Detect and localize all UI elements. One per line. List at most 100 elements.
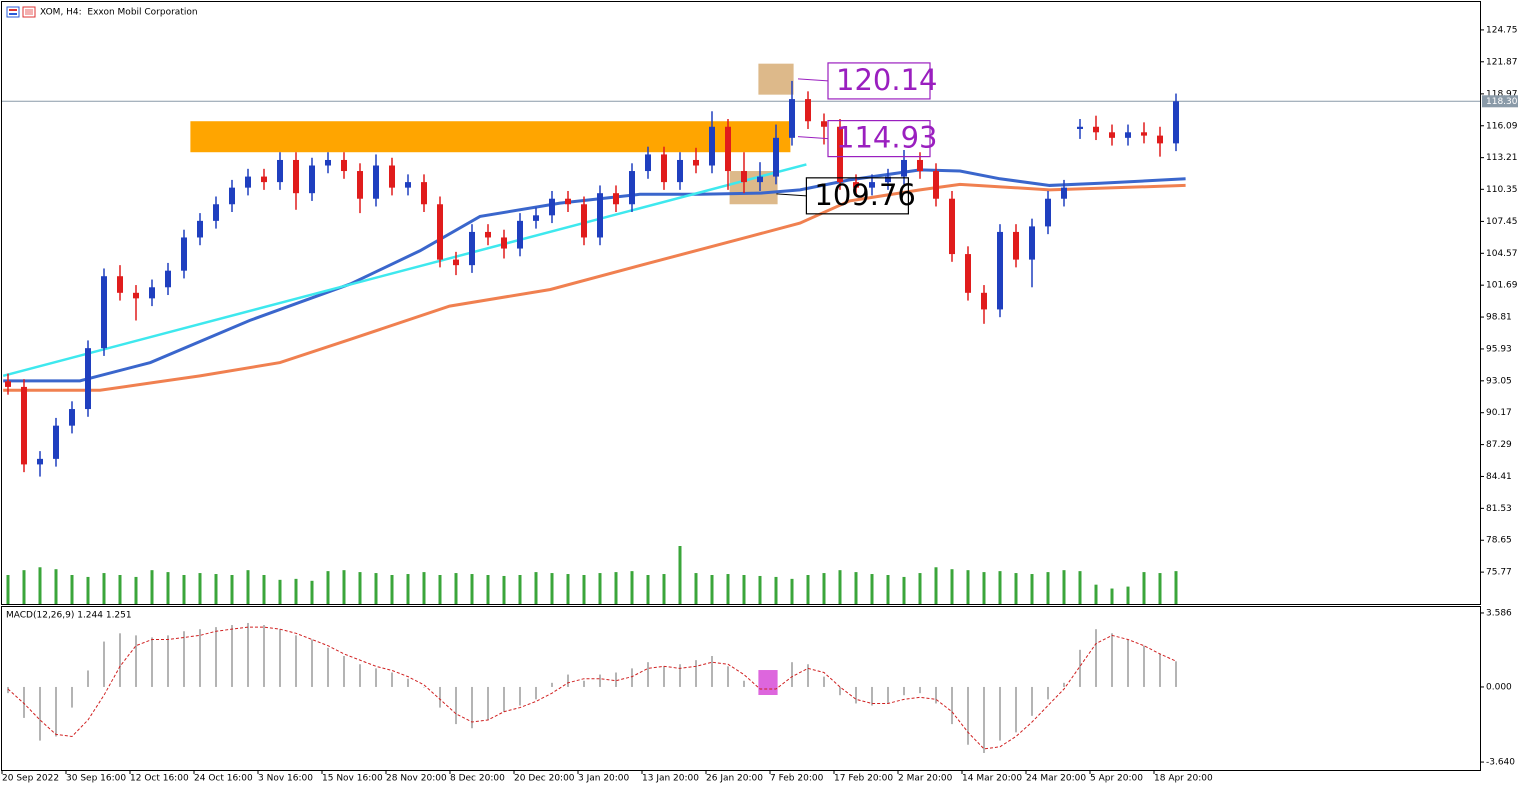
- volume-bar: [6, 575, 10, 604]
- macd-bar: [439, 686, 441, 708]
- macd-bar: [823, 676, 825, 687]
- y-tick-label: 118.97: [1486, 89, 1518, 99]
- candle-body: [421, 182, 427, 205]
- candle-body: [1141, 132, 1147, 136]
- macd-bar: [551, 682, 553, 687]
- volume-bar: [486, 575, 490, 604]
- y-tick-label: 107.45: [1486, 217, 1518, 227]
- volume-bar: [582, 575, 586, 604]
- macd-bar: [7, 686, 9, 694]
- macd-bar: [1143, 645, 1145, 687]
- y-tick-label: 0.000: [1486, 682, 1512, 692]
- candle-body: [309, 165, 315, 194]
- volume-bar: [982, 572, 986, 604]
- macd-bar: [215, 627, 217, 687]
- macd-bar: [199, 629, 201, 687]
- volume-bar: [886, 575, 890, 604]
- price-label-box: [827, 62, 931, 100]
- macd-bar: [471, 686, 473, 729]
- x-tick-label: 26 Jan 20:00: [706, 774, 763, 784]
- candle-body: [741, 171, 747, 183]
- macd-bar: [807, 664, 809, 687]
- macd-bar: [455, 686, 457, 725]
- candle-body: [181, 237, 187, 271]
- x-tick-label: 28 Nov 20:00: [386, 774, 447, 784]
- macd-bar: [1063, 682, 1065, 687]
- volume-bar: [134, 576, 138, 604]
- macd-bar: [791, 662, 793, 687]
- volume-bar: [1030, 574, 1034, 604]
- volume-bar: [86, 576, 90, 604]
- volume-bar: [918, 573, 922, 604]
- volume-bar: [1062, 570, 1066, 604]
- candle-body: [1173, 101, 1179, 144]
- candle-body: [389, 165, 395, 188]
- macd-bar: [279, 629, 281, 687]
- macd-bar: [23, 686, 25, 718]
- macd-bar: [567, 674, 569, 687]
- volume-bar: [182, 575, 186, 604]
- candle-body: [597, 193, 603, 238]
- candle-body: [101, 276, 107, 349]
- macd-bar: [631, 668, 633, 687]
- price-label: 109.76: [814, 178, 915, 212]
- volume-bar: [1174, 571, 1178, 604]
- candle-body: [261, 176, 267, 183]
- x-tick-label: 15 Nov 16:00: [322, 774, 383, 784]
- macd-bar: [1175, 661, 1177, 687]
- volume-bar: [518, 575, 522, 604]
- volume-bar: [214, 574, 218, 604]
- icon-frame: [6, 6, 20, 18]
- volume-bar: [806, 575, 810, 604]
- candle-body: [789, 99, 795, 138]
- volume-bar: [166, 572, 170, 604]
- chart-title: XOM, H4: Exxon Mobil Corporation: [40, 8, 198, 18]
- x-tick-label: 3 Nov 16:00: [258, 774, 313, 784]
- volume-bar: [294, 578, 298, 604]
- candle-body: [37, 458, 43, 465]
- icon-bar: [9, 13, 17, 15]
- candle-body: [709, 126, 715, 166]
- label-leader: [797, 78, 829, 82]
- volume-bar: [70, 575, 74, 604]
- volume-bar: [1126, 586, 1130, 604]
- macd-bar: [1159, 653, 1161, 687]
- volume-bar: [390, 575, 394, 604]
- y-tick-label: 124.75: [1486, 25, 1518, 35]
- macd-bar: [871, 686, 873, 706]
- trendline: [2, 163, 807, 378]
- zone: [758, 670, 778, 695]
- y-tick-label: 3.586: [1486, 608, 1512, 618]
- candle-body: [821, 121, 827, 127]
- candle-body: [965, 254, 971, 293]
- y-tick-label: 95.93: [1486, 344, 1512, 354]
- candle-body: [85, 348, 91, 410]
- y-tick-label: 93.05: [1486, 376, 1512, 386]
- candle-body: [1061, 187, 1067, 199]
- y-tick-label: 101.69: [1486, 281, 1518, 291]
- candle-body: [1125, 132, 1131, 138]
- macd-signal: [7, 626, 1177, 750]
- volume-bar: [646, 575, 650, 604]
- y-tick-label: 116.09: [1486, 121, 1518, 131]
- y-tick-label: 90.17: [1486, 408, 1512, 418]
- macd-bar: [87, 670, 89, 687]
- macd-bar: [855, 686, 857, 704]
- macd-bar: [375, 668, 377, 687]
- macd-bar: [679, 664, 681, 687]
- candle-body: [533, 215, 539, 221]
- volume-bar: [38, 567, 42, 604]
- candle-body: [517, 220, 523, 249]
- volume-bar: [838, 570, 842, 604]
- candle-body: [133, 292, 139, 299]
- y-tick-label: 113.21: [1486, 153, 1518, 163]
- macd-bar: [1015, 686, 1017, 733]
- volume-bar: [726, 574, 730, 604]
- x-tick-label: 14 Mar 20:00: [962, 774, 1022, 784]
- volume-bar: [1110, 588, 1114, 604]
- candle-body: [53, 425, 59, 459]
- candle-body: [629, 171, 635, 205]
- macd-bar: [695, 660, 697, 687]
- macd-bar: [119, 633, 121, 687]
